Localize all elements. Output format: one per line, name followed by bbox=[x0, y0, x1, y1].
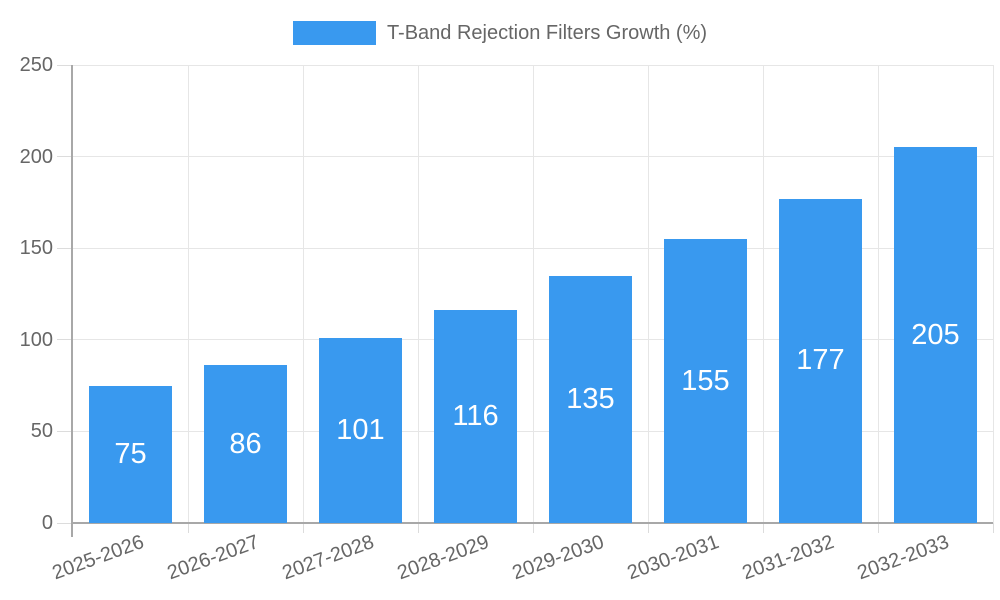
legend-label: T-Band Rejection Filters Growth (%) bbox=[386, 21, 708, 44]
v-gridline bbox=[762, 65, 764, 523]
bar[interactable] bbox=[319, 337, 402, 523]
bar[interactable] bbox=[894, 147, 977, 523]
v-gridline bbox=[877, 65, 879, 523]
x-axis-tick-label: 2029-2030 bbox=[508, 530, 607, 585]
v-gridline bbox=[532, 65, 534, 523]
x-axis-line bbox=[71, 522, 993, 524]
x-tick-mark bbox=[877, 523, 879, 533]
y-axis-tick-label: 50 bbox=[30, 420, 53, 443]
x-axis-tick-label: 2026-2027 bbox=[163, 530, 262, 585]
y-axis-tick-label: 200 bbox=[19, 145, 53, 168]
bar[interactable] bbox=[434, 310, 517, 523]
y-axis-tick-label: 250 bbox=[19, 54, 53, 76]
y-axis-tick-label: 0 bbox=[41, 512, 53, 534]
bar[interactable] bbox=[664, 239, 747, 523]
x-axis-tick-label: 2028-2029 bbox=[393, 530, 492, 585]
v-gridline bbox=[417, 65, 419, 523]
v-gridline bbox=[302, 65, 304, 523]
chart-legend[interactable]: T-Band Rejection Filters Growth (%) bbox=[0, 21, 1000, 45]
x-axis-tick-label: 2031-2032 bbox=[738, 530, 837, 585]
y-tick-mark bbox=[57, 64, 73, 66]
bar[interactable] bbox=[89, 385, 172, 523]
y-axis-tick-label: 150 bbox=[19, 237, 53, 260]
y-tick-mark bbox=[57, 430, 73, 432]
y-axis-tick-label: 100 bbox=[19, 328, 53, 351]
x-axis-tick-label: 2030-2031 bbox=[623, 530, 722, 585]
x-tick-mark bbox=[992, 523, 994, 533]
y-axis-line bbox=[71, 65, 73, 537]
bar[interactable] bbox=[549, 275, 632, 523]
x-tick-mark bbox=[187, 523, 189, 533]
y-tick-mark bbox=[57, 339, 73, 341]
v-gridline bbox=[992, 65, 994, 523]
x-tick-mark bbox=[532, 523, 534, 533]
x-axis-tick-label: 2032-2033 bbox=[853, 530, 952, 585]
bar[interactable] bbox=[204, 365, 287, 523]
y-tick-mark bbox=[57, 156, 73, 158]
bar[interactable] bbox=[779, 198, 862, 523]
x-axis-tick-label: 2025-2026 bbox=[48, 530, 147, 585]
x-tick-mark bbox=[302, 523, 304, 533]
y-tick-mark bbox=[57, 522, 73, 524]
x-tick-mark bbox=[647, 523, 649, 533]
y-tick-mark bbox=[57, 247, 73, 249]
legend-swatch bbox=[292, 21, 376, 45]
x-axis-tick-label: 2027-2028 bbox=[278, 530, 377, 585]
x-tick-mark bbox=[417, 523, 419, 533]
v-gridline bbox=[187, 65, 189, 523]
v-gridline bbox=[647, 65, 649, 523]
x-tick-mark bbox=[762, 523, 764, 533]
